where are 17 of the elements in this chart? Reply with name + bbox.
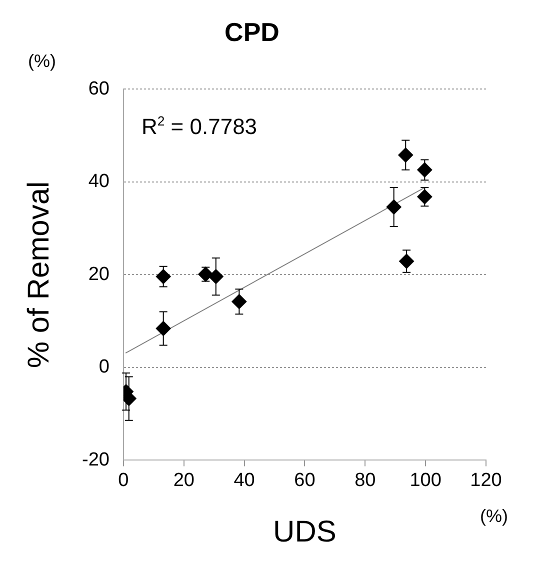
y-axis-title: % of Removal bbox=[22, 181, 56, 368]
x-tick-label: 80 bbox=[354, 470, 376, 491]
x-tick-label: 120 bbox=[470, 470, 502, 491]
y-tick-label: -20 bbox=[82, 449, 110, 470]
y-tick-label: 0 bbox=[98, 356, 110, 378]
x-tick-label: 60 bbox=[294, 470, 316, 491]
x-tick-label: 20 bbox=[173, 470, 194, 491]
y-tick-label: 20 bbox=[88, 264, 110, 285]
y-tick-label: 60 bbox=[88, 78, 110, 100]
x-tick-label: 40 bbox=[234, 470, 255, 491]
text: (%) bbox=[480, 506, 508, 526]
x-axis-title: UDS bbox=[273, 515, 336, 548]
text: (%) bbox=[28, 51, 56, 72]
y-tick-label: 40 bbox=[88, 171, 110, 192]
x-tick-label: 100 bbox=[410, 470, 442, 491]
chart-title: CPD bbox=[224, 16, 280, 47]
x-tick-label: 0 bbox=[118, 470, 129, 491]
